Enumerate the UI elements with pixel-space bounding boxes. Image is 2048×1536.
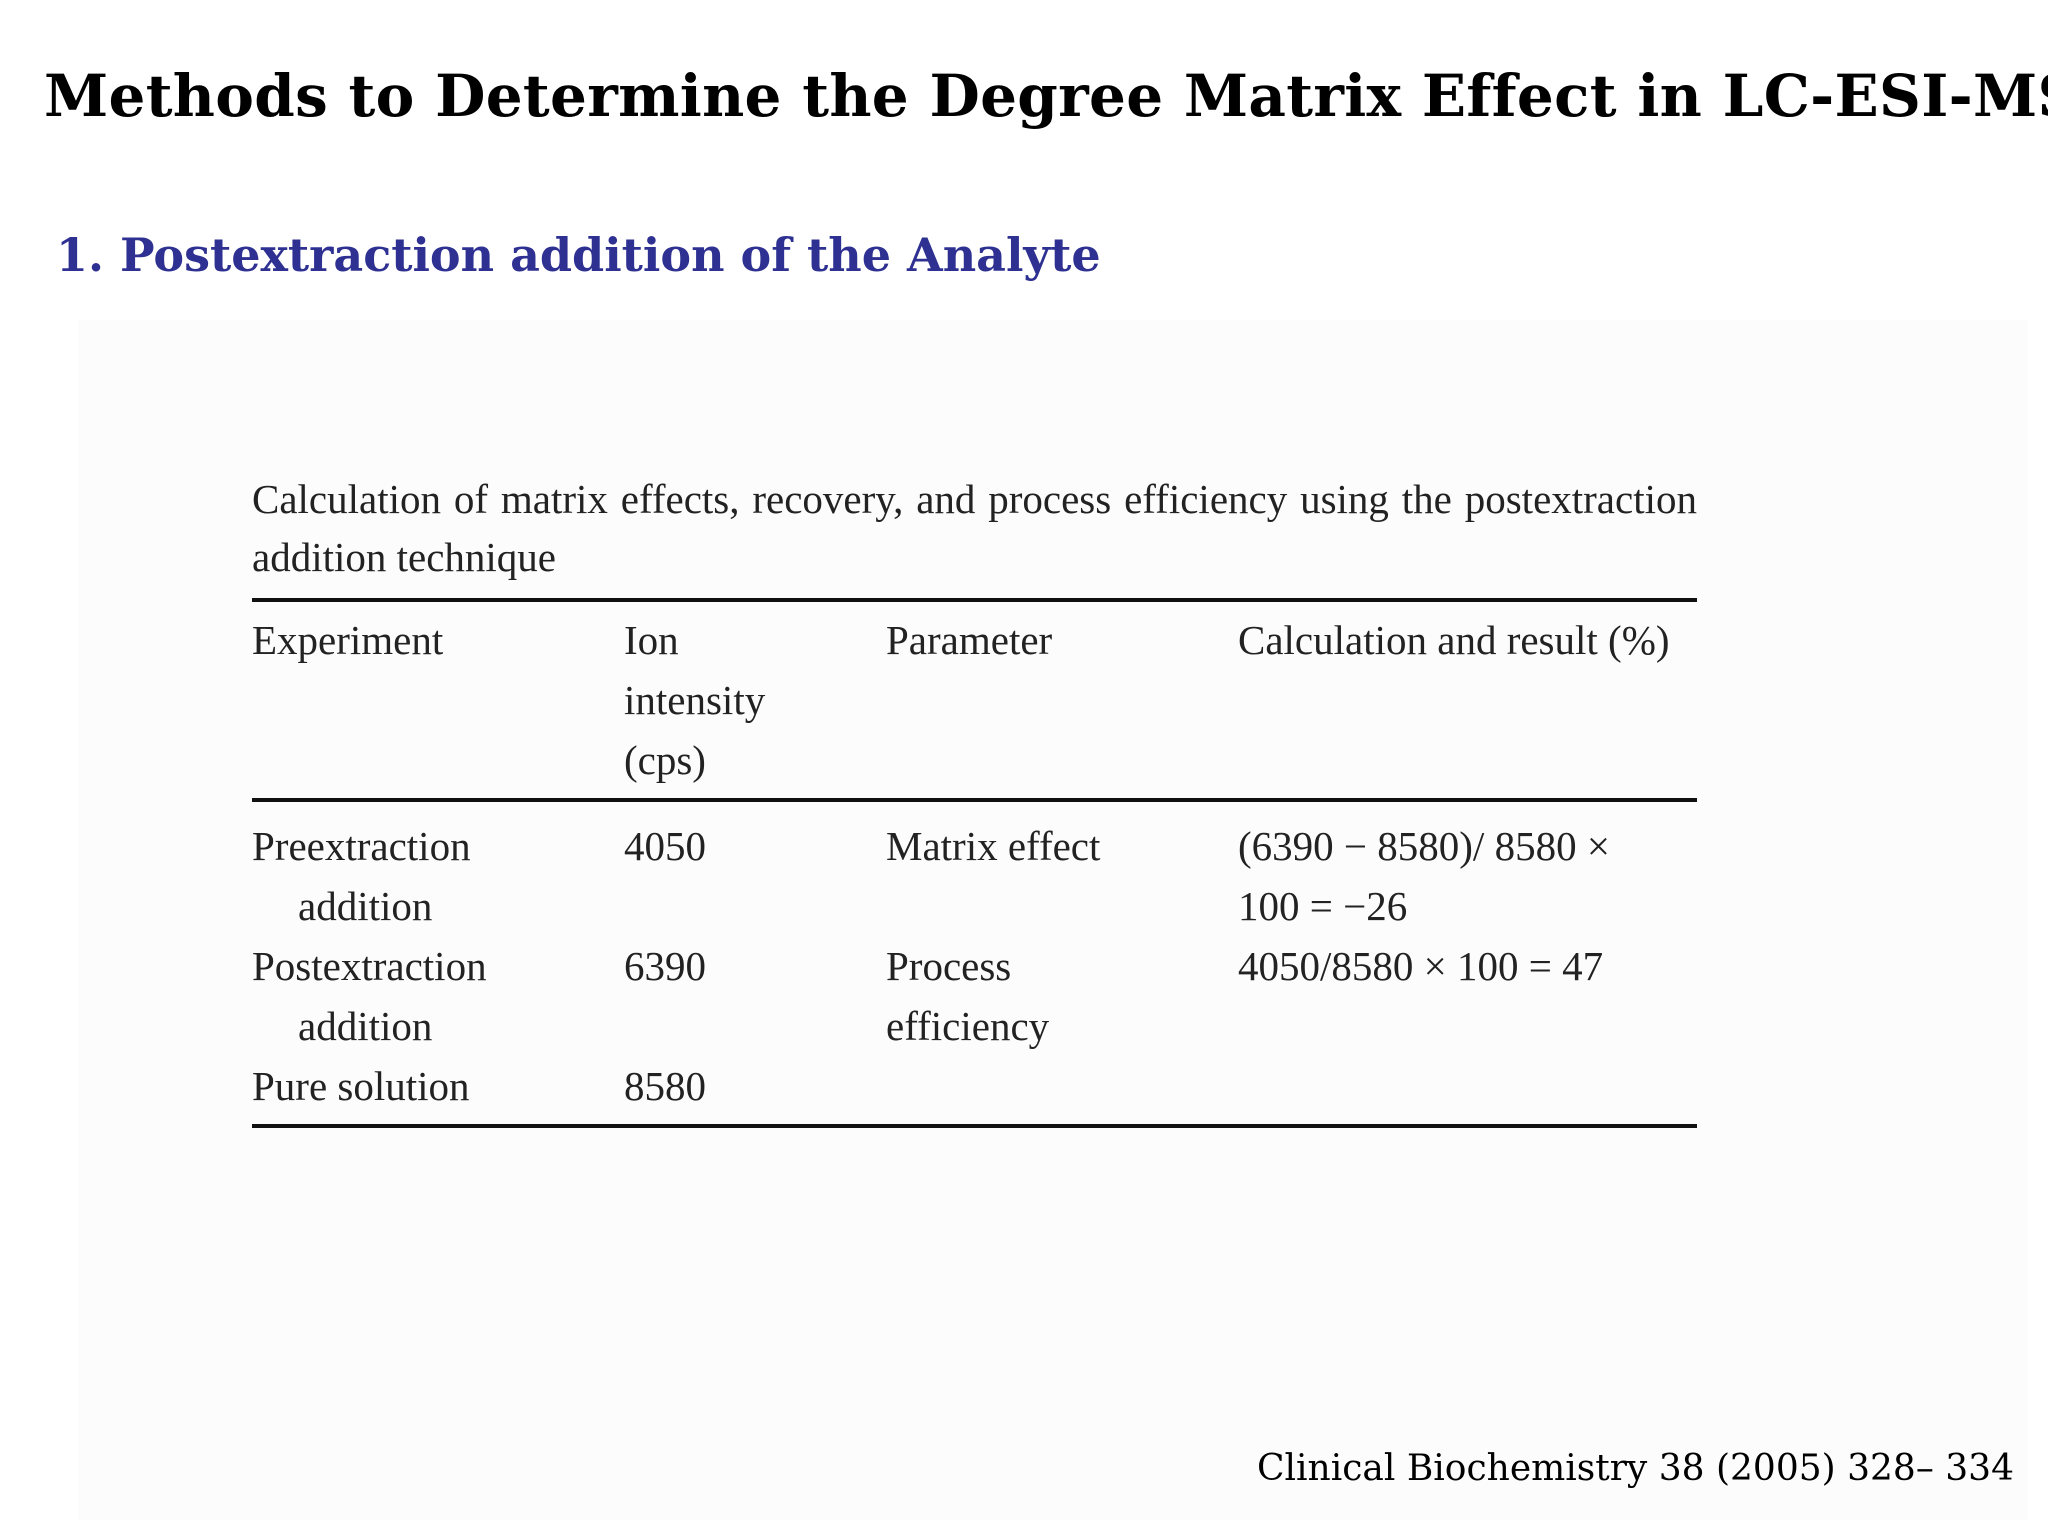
table-body: Preextraction addition 4050 Matrix effec…: [252, 802, 1697, 1124]
footer-citation: Clinical Biochemistry 38 (2005) 328– 334: [1256, 1448, 2014, 1489]
cell-ion-intensity: 8580: [624, 1063, 706, 1109]
table-bottom-rule: [252, 1124, 1697, 1128]
cell-parameter: Matrix effect: [886, 823, 1101, 869]
table-row: Postextraction addition 6390 Process eff…: [252, 936, 1697, 1056]
cell-ion-intensity: 6390: [624, 943, 706, 989]
table-row: Preextraction addition 4050 Matrix effec…: [252, 802, 1697, 936]
header-calculation-label: Calculation and result (%): [1238, 617, 1670, 663]
header-rule-cell: [252, 798, 1697, 802]
header-row: Experiment Ion intensity (cps) Parameter…: [252, 602, 1697, 798]
cell-calculation: 4050/8580 × 100 = 47: [1238, 943, 1604, 989]
table-header-rule: [252, 798, 1697, 802]
data-table: Experiment Ion intensity (cps) Parameter…: [252, 602, 1697, 1124]
cell-experiment: Preextraction addition: [252, 802, 624, 936]
cell-calculation: [1238, 1056, 1697, 1124]
cell-experiment: Pure solution: [252, 1063, 470, 1109]
cell-calculation: (6390 − 8580)/ 8580 × 100 = −26: [1238, 802, 1697, 936]
cell-experiment-text: Preextraction addition: [252, 823, 471, 929]
slide-title: Methods to Determine the Degree Matrix E…: [44, 62, 2048, 130]
cell-parameter-text: Process efficiency: [886, 943, 1050, 1049]
cell-parameter: [886, 1056, 1238, 1124]
slide-subtitle: 1. Postextraction addition of the Analyt…: [56, 228, 1101, 282]
cell-parameter: Process efficiency: [886, 936, 1238, 1056]
table-row: Pure solution 8580: [252, 1056, 1697, 1124]
cell-experiment: Postextraction addition: [252, 936, 624, 1056]
table-top-rule: [252, 598, 1697, 602]
header-calculation: Calculation and result (%): [1238, 602, 1697, 798]
cell-ion-intensity: 4050: [624, 823, 706, 869]
cell-experiment-text: Postextraction addition: [252, 943, 487, 1049]
table-panel: [78, 320, 2028, 1520]
header-ion-intensity-label: Ion intensity (cps): [624, 617, 766, 783]
table-block: Calculation of matrix effects, recovery,…: [252, 470, 1697, 1128]
header-rule-row: [252, 798, 1697, 802]
header-ion-intensity: Ion intensity (cps): [624, 602, 886, 798]
header-experiment: Experiment: [252, 617, 444, 663]
cell-calculation-text: (6390 − 8580)/ 8580 × 100 = −26: [1238, 823, 1610, 929]
table-caption: Calculation of matrix effects, recovery,…: [252, 476, 1697, 580]
table-header: Experiment Ion intensity (cps) Parameter…: [252, 602, 1697, 802]
header-parameter: Parameter: [886, 617, 1053, 663]
